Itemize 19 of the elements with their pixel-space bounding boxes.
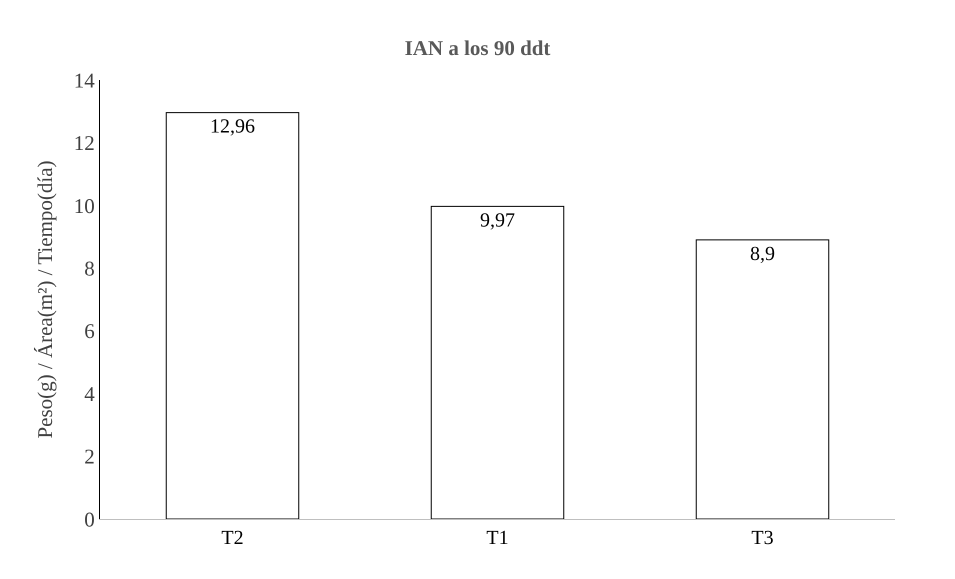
bar — [430, 206, 564, 519]
chart-title: IAN a los 90 ddt — [404, 36, 550, 60]
x-tick-label: T1 — [486, 527, 509, 549]
bar — [696, 239, 830, 519]
data-label: 8,9 — [750, 242, 775, 265]
x-tick-label: T2 — [221, 527, 244, 549]
data-label: 12,96 — [210, 116, 255, 138]
y-tick-label: 14 — [74, 68, 96, 92]
y-tick-label: 0 — [84, 507, 95, 532]
y-tick-label: 4 — [84, 382, 96, 406]
y-tick-label: 8 — [84, 256, 95, 280]
y-tick-label: 12 — [74, 131, 95, 156]
y-axis-title: Peso(g) / Área(m²) / Tiempo(día) — [32, 160, 57, 439]
y-tick-label: 10 — [74, 194, 95, 218]
y-tick-label: 2 — [84, 444, 95, 469]
data-label: 9,97 — [480, 209, 515, 232]
x-tick-label: T3 — [751, 527, 774, 549]
y-tick-label: 6 — [84, 319, 95, 344]
bar — [166, 112, 300, 519]
